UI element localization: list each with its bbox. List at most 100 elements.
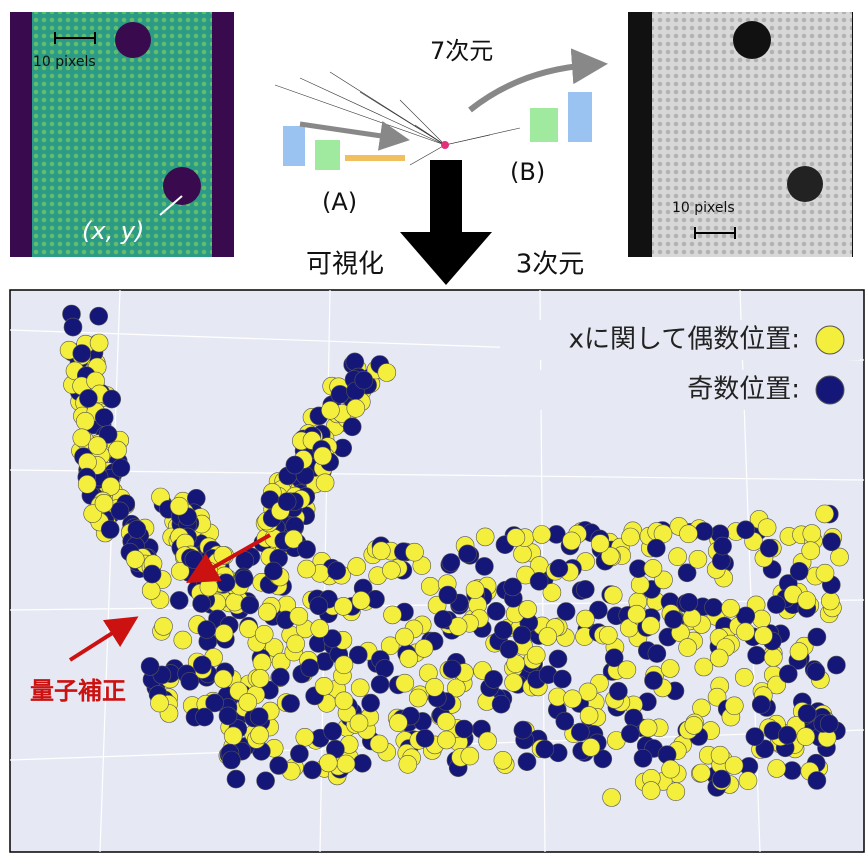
point [581,738,601,757]
point [506,528,526,547]
point [830,547,849,567]
point [420,576,440,596]
point [590,534,610,553]
point [238,693,258,712]
point [313,446,333,466]
point [535,739,555,759]
legend-label: 奇数位置: [687,375,800,405]
point [570,722,590,742]
point [555,711,575,731]
point [603,585,623,605]
point [398,754,418,774]
down-arrow [400,160,492,285]
point [442,659,462,679]
point [549,558,569,578]
point [383,605,402,625]
point [604,648,624,668]
point [806,662,826,682]
point [556,602,576,621]
point [437,730,456,750]
point [475,557,494,576]
point [256,771,275,791]
point [433,610,453,629]
point [126,550,145,569]
point [668,547,687,567]
point [169,496,189,516]
point [538,627,558,646]
point [678,638,697,657]
point [277,492,297,512]
left-image: 10 pixels (x, y) [10,12,234,257]
point [250,725,269,745]
point [264,561,283,581]
point [562,531,581,551]
point [484,670,503,689]
point [371,541,391,561]
point [350,678,370,698]
point [271,667,290,687]
point [666,782,686,802]
point [465,580,485,600]
point [438,585,458,605]
point [724,756,744,775]
point [815,504,835,524]
point [494,620,513,640]
point [108,440,127,460]
point [767,675,786,695]
point [736,520,756,540]
point [330,385,350,404]
point [752,609,771,629]
point [441,553,461,572]
point [575,580,595,599]
point [239,619,258,639]
point [72,428,92,448]
point [315,473,335,493]
point [302,760,322,780]
point [408,688,428,708]
point [694,522,714,541]
point [710,745,730,765]
point [197,620,216,639]
point [269,756,289,775]
point [223,726,243,746]
point [499,639,519,659]
point [395,627,414,647]
point [796,727,816,747]
point [820,591,840,611]
legend-bg [500,370,860,410]
point [216,573,236,593]
point [704,598,723,617]
point [517,752,537,772]
point [354,370,374,390]
point [789,642,809,661]
encoder-label: (A) [322,188,357,216]
point [218,706,238,726]
point [598,625,618,645]
point [633,748,653,768]
point [801,541,821,561]
point [692,763,711,783]
point [361,693,380,713]
point [827,655,846,675]
point [512,625,532,645]
point [415,728,435,748]
point [72,344,92,363]
point [380,636,400,656]
point [734,667,754,687]
point [529,571,549,591]
point [518,600,538,619]
point [257,602,277,622]
point [297,540,316,559]
network: 7次元 (A) (B) [274,37,608,216]
point [399,649,419,668]
point [348,645,368,665]
point [738,771,758,791]
point [563,689,582,709]
point [193,655,212,675]
point [493,750,513,770]
point [370,675,390,694]
point [694,657,714,677]
point [458,544,477,564]
point [641,781,661,800]
